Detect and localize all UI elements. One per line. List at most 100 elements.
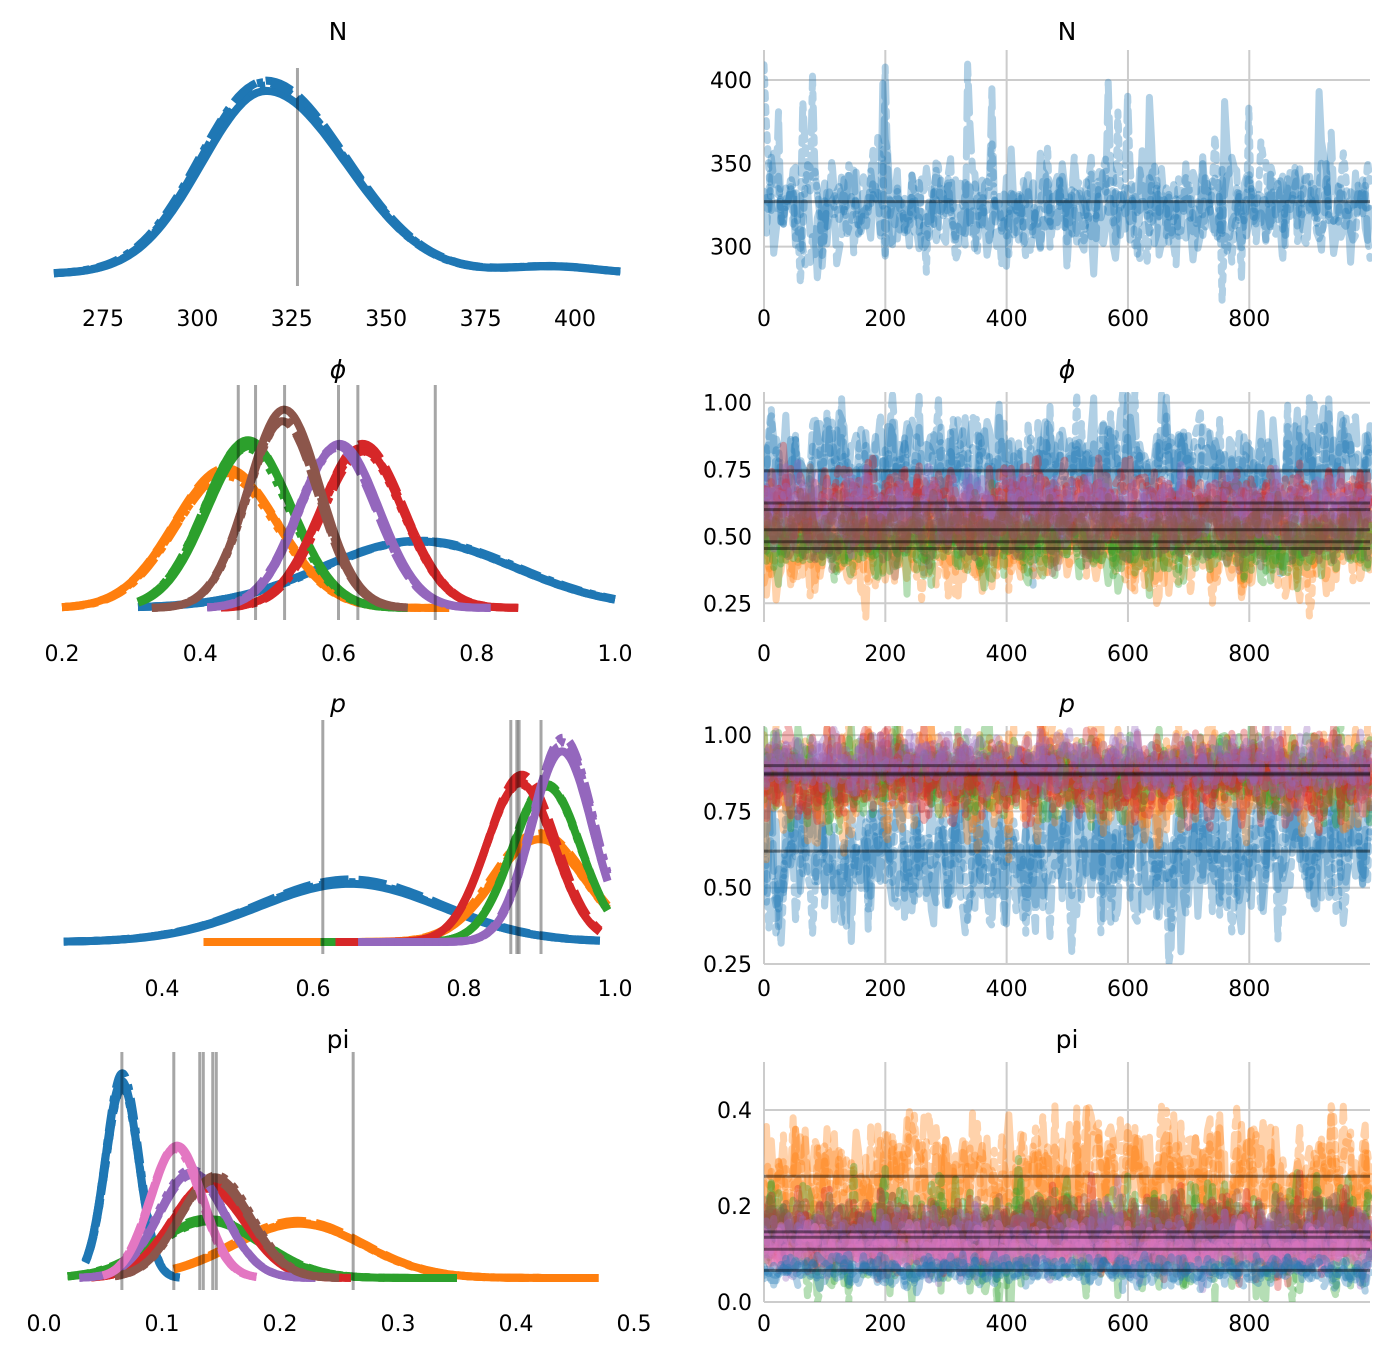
density-panel-N: N 275 300 325 350 375 400 [53,17,621,332]
density-curve-p[4] [356,741,612,946]
x-tick-label: 200 [864,307,906,332]
x-tick-label: 0.2 [45,642,80,667]
x-tick-label: 600 [1107,307,1149,332]
trace-line-pi[6] [764,1217,1372,1279]
x-tick-label: 400 [986,307,1028,332]
x-tick-label: 200 [864,642,906,667]
density-curve-phi[5] [150,417,410,612]
panel-title: pi [1056,1025,1079,1054]
trace-line-pi[6] [764,1218,1372,1283]
panel-title: N [1058,17,1077,46]
trace-line-p[1] [764,726,1372,864]
density-curve-pi[6] [100,1145,260,1281]
trace-line-phi[3] [764,441,1372,545]
trace-line-pi[3] [764,1180,1372,1291]
x-tick-label: 600 [1107,642,1149,667]
density-curve-phi[3] [219,447,520,612]
x-tick-label: 200 [864,1312,906,1337]
panel-title: p [1058,689,1075,718]
trace-line-phi[5] [764,463,1372,581]
x-tick-label: 350 [365,307,407,332]
x-tick-label: 0.1 [145,1312,180,1337]
trace-line-pi[6] [764,1213,1372,1285]
trace-line-pi[5] [764,1186,1372,1281]
trace-line-pi[1] [764,1104,1372,1268]
trace-line-phi[1] [764,505,1372,604]
trace-line-pi[1] [764,1102,1372,1257]
trace-line-pi[3] [764,1170,1372,1282]
x-tick-label: 400 [986,642,1028,667]
x-tick-label: 325 [271,307,313,332]
x-tick-label: 0 [757,1312,771,1337]
x-tick-label: 0.8 [459,642,494,667]
panel-title: pi [327,1025,350,1054]
trace-line-pi[2] [764,1175,1372,1302]
trace-line-phi[3] [764,452,1372,555]
trace-line-pi[0] [764,1250,1372,1291]
density-curve-N [53,78,621,278]
x-tick-label: 800 [1228,307,1270,332]
density-curve-phi[2] [136,436,410,612]
x-tick-label: 0 [757,642,771,667]
y-tick-label: 0.75 [703,800,752,825]
trace-line-pi[3] [764,1185,1372,1291]
x-tick-label: 600 [1107,1312,1149,1337]
trace-line-pi[4] [764,1195,1372,1284]
trace-line-p[3] [764,726,1372,832]
trace-line-pi[2] [764,1159,1372,1302]
trace-line-phi[4] [764,467,1372,552]
trace-line-phi[0] [764,392,1372,578]
trace-line-pi[3] [764,1169,1372,1288]
trace-line-p[0] [764,762,1372,945]
trace-line-p[4] [764,726,1372,804]
density-panel-p: p 0.4 0.6 0.8 1.0 [63,689,633,1002]
trace-line-pi[6] [764,1217,1372,1284]
x-tick-label: 0.4 [499,1312,534,1337]
density-curve-phi[0] [137,536,616,612]
density-panel-pi: pi 0.0 0.1 0.2 0.3 0.4 0.5 [27,1025,652,1337]
trace-line-pi[0] [764,1252,1372,1297]
x-tick-label: 300 [176,307,218,332]
trace-line-p[3] [764,726,1372,824]
trace-lines [764,1102,1372,1302]
panel-title: N [329,17,348,46]
trace-line-phi[1] [764,497,1372,620]
y-tick-label: 0.2 [717,1195,752,1220]
x-tick-label: 800 [1228,977,1270,1002]
trace-line-p[1] [764,726,1372,850]
x-tick-label: 0.4 [145,977,180,1002]
trace-panel-ϕ: ϕ 0 200 400 600 800 0.25 0.50 0.75 1.00 [703,355,1372,667]
y-tick-label: 0.0 [717,1291,752,1316]
density-curve-pi[1] [172,1219,600,1282]
x-tick-label: 1.0 [598,642,633,667]
y-tick-label: 350 [710,152,752,177]
trace-line-pi[1] [764,1102,1372,1265]
density-curve-p[1] [202,828,611,946]
x-tick-label: 800 [1228,1312,1270,1337]
trace-line-phi[2] [764,479,1372,593]
trace-line-p[1] [764,726,1372,864]
trace-line-p[2] [764,726,1372,836]
trace-line-pi[2] [764,1172,1372,1302]
trace-line-p[0] [764,761,1372,940]
trace-line-pi[0] [764,1250,1372,1295]
trace-line-phi[2] [764,490,1372,598]
trace-panel-N: N 0 200 400 600 800 300 350 400 [710,17,1372,332]
y-tick-label: 0.25 [703,953,752,978]
panel-title: ϕ [1059,355,1076,384]
trace-line-N [764,80,1372,282]
trace-line-pi[4] [764,1175,1372,1294]
x-tick-label: 400 [554,307,596,332]
density-curve-phi[5] [150,416,410,612]
trace-line-pi[5] [764,1193,1372,1280]
trace-line-phi[4] [764,461,1372,553]
trace-line-pi[1] [764,1102,1372,1270]
y-tick-label: 300 [710,236,752,261]
x-tick-label: 0.6 [296,977,331,1002]
trace-line-phi[2] [764,487,1372,599]
trace-line-phi[5] [764,488,1372,567]
trace-line-phi[2] [764,490,1372,588]
x-tick-label: 200 [864,977,906,1002]
trace-lines [764,726,1372,964]
